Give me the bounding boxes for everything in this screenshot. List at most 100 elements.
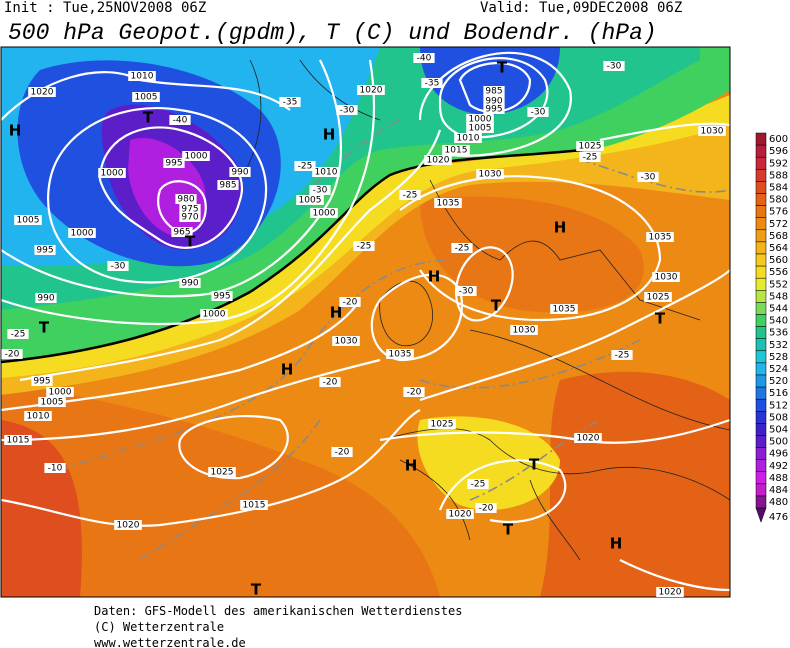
label-box [35,293,57,303]
colorbar-swatch [755,156,767,170]
contour-label: 995 [213,292,230,302]
label-box [179,278,201,288]
label-box [44,463,66,473]
colorbar-swatch [755,471,767,485]
contour-label: -10 [48,464,63,474]
warm-region [1,380,440,597]
contour-label: -20 [479,504,494,514]
label-box [240,500,268,510]
colorbar-label: 520 [769,376,788,387]
label-box [279,97,301,107]
colorbar-swatch [755,350,767,364]
valid-time: Valid: Tue,09DEC2008 06Z [480,0,682,16]
label-box [179,204,201,214]
pressure-center: H [330,304,343,322]
label-box [319,377,341,387]
pressure-center: T [143,109,154,127]
colorbar-label: 596 [769,146,788,157]
label-box [24,411,52,421]
colorbar-swatch [755,362,767,376]
contour-label: 1000 [469,115,492,125]
label-box [698,126,726,136]
pressure-center: H [428,268,441,286]
warm-region [540,371,730,597]
label-box [475,503,497,513]
warm-region [420,196,644,313]
contour-label: -25 [471,480,486,490]
colorbar-label: 480 [769,497,788,508]
contour-label: 1035 [437,199,460,209]
contour-label: -20 [5,350,20,360]
contour-label: -30 [340,106,355,116]
label-box [309,185,331,195]
label-box [576,141,604,151]
contour-label: 975 [181,205,198,215]
colorbar-swatch [755,483,767,497]
contour-label: 1000 [49,388,72,398]
contour-label: -30 [111,262,126,272]
footer-line: (C) Wetterzentrale [94,620,224,634]
coastline [239,59,730,561]
colorbar-label: 516 [769,388,788,399]
label-box [296,195,324,205]
map-title: 500 hPa Geopot.(gpdm), T (C) und Bodendr… [8,20,657,46]
colorbar-swatch [755,181,767,194]
contour-label: 1015 [445,146,468,156]
label-box [357,85,385,95]
colorbar-swatch [755,229,767,243]
colorbar-label: 504 [769,424,788,435]
label-box [169,115,191,125]
label-box [527,107,549,117]
colorbar-label: 512 [769,400,788,411]
label-box [182,151,210,161]
contour-label: 985 [485,87,502,97]
label-box [336,105,358,115]
label-box [353,241,375,251]
label-box [294,161,316,171]
label-box [483,96,505,106]
pressure-center: H [405,457,418,475]
label-box [332,336,360,346]
contour-552 [1,290,251,364]
footer-line: www.wetterzentrale.de [94,636,246,648]
label-box [310,208,338,218]
contour-label: 1025 [431,420,454,430]
contour-label: 1020 [427,156,450,166]
contour-label: 965 [173,228,190,238]
contour-label: -30 [641,173,656,183]
label-box [442,145,470,155]
footer-line: Daten: GFS-Modell des amerikanischen Wet… [94,604,462,618]
colorbar-label: 592 [769,158,788,169]
colorbar-label: 488 [769,473,788,484]
colorbar-label: 552 [769,279,788,290]
label-box [510,325,538,335]
contour-label: -35 [425,79,440,89]
label-box [466,114,494,124]
label-box [200,309,228,319]
colorbar-swatch [755,169,767,182]
contour-label: 1035 [553,305,576,315]
pressure-center: H [9,122,22,140]
colorbar-label: 564 [769,243,788,254]
label-box [107,261,129,271]
colorbar-label: 532 [769,340,788,351]
label-box [31,376,53,386]
label-box [1,349,23,359]
contour-label: 1020 [577,434,600,444]
colorbar-label: 496 [769,449,788,460]
label-box [14,215,42,225]
colorbar-label: 484 [769,485,788,496]
colorbar-label: 476 [769,512,788,523]
colorbar-label: 540 [769,316,788,327]
colorbar-swatch [755,435,767,448]
label-box [171,227,193,237]
pressure-center: T [503,521,514,539]
label-box [114,520,142,530]
contour-label: -20 [323,378,338,388]
colorbar-label: 584 [769,182,788,193]
label-box [98,168,126,178]
contour-label: 1000 [313,209,336,219]
colorbar-swatch [755,241,767,255]
contour-label: 970 [181,213,198,223]
